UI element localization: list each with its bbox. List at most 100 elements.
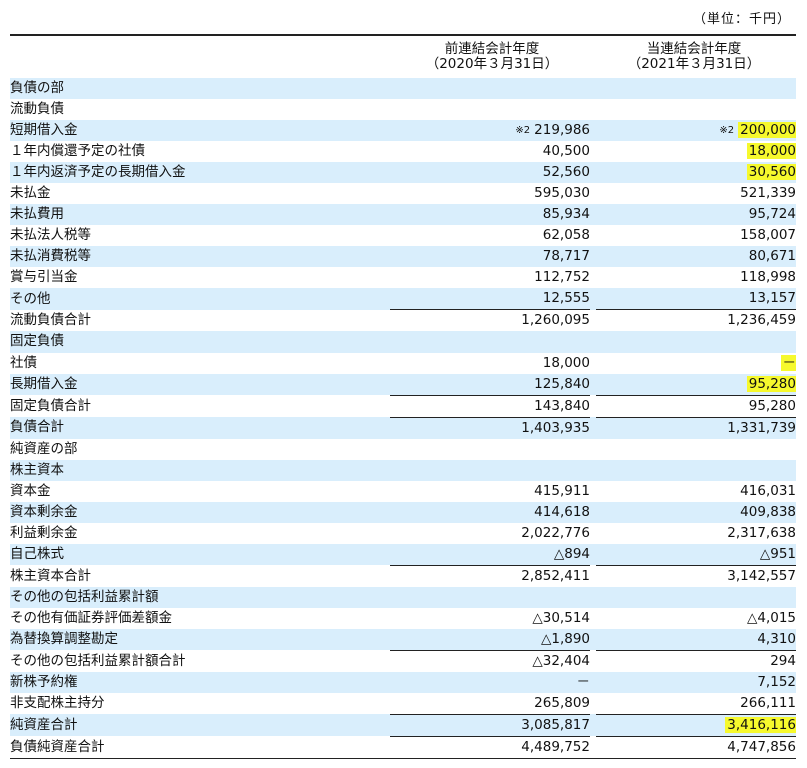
column-gap	[590, 267, 596, 289]
table-row: その他の包括利益累計額	[10, 586, 796, 608]
column-gap	[590, 288, 596, 310]
curr-year-value-text: 7,152	[757, 673, 796, 690]
column-gap	[590, 246, 596, 268]
prev-year-value-text: 414,618	[534, 503, 590, 520]
row-label: 資本金	[10, 480, 378, 502]
row-label: 純資産の部	[10, 438, 378, 460]
row-gap	[378, 714, 390, 737]
row-label: 固定負債合計	[10, 395, 378, 418]
row-gap	[378, 225, 390, 247]
column-gap	[590, 586, 596, 608]
row-label: 固定負債	[10, 331, 378, 353]
prev-year-value: 265,809	[390, 692, 590, 715]
prev-year-value-text: △30,514	[532, 609, 590, 626]
curr-year-value: 18,000	[596, 141, 796, 163]
prev-year-value	[390, 586, 590, 608]
column-gap	[590, 543, 596, 566]
column-gap	[590, 565, 596, 587]
table-row: 負債合計 1,403,935 1,331,739	[10, 416, 796, 439]
column-gap	[590, 628, 596, 651]
row-label: 未払消費税等	[10, 246, 378, 268]
prev-year-value-text: 1,260,095	[521, 312, 590, 329]
note-mark: ※2	[719, 125, 735, 137]
row-gap	[378, 395, 390, 418]
column-gap	[590, 331, 596, 353]
table-row: その他の包括利益累計額合計 △32,404 294	[10, 649, 796, 672]
column-gap	[590, 183, 596, 205]
row-label: 長期借入金	[10, 373, 378, 396]
row-label: 純資産合計	[10, 714, 378, 737]
curr-year-value: 266,111	[596, 692, 796, 715]
row-gap	[378, 120, 390, 142]
prev-year-value-text: △1,890	[540, 630, 590, 647]
column-gap	[590, 714, 596, 737]
curr-year-value-text: 95,280	[748, 397, 796, 414]
curr-year-value: 95,724	[596, 204, 796, 226]
column-header-curr-title: 当連結会計年度	[646, 41, 742, 57]
curr-year-value-text: 158,007	[740, 227, 796, 244]
curr-year-value: 2,317,638	[596, 522, 796, 544]
curr-year-value: 521,339	[596, 183, 796, 205]
table-row: 自己株式 △894 △951	[10, 543, 796, 566]
column-gap	[590, 671, 596, 693]
curr-year-value	[596, 78, 796, 100]
column-gap	[590, 309, 596, 332]
curr-year-value-text: 30,560	[746, 164, 796, 181]
prev-year-value: 125,840	[390, 373, 590, 396]
prev-year-value: 85,934	[390, 204, 590, 226]
column-gap	[590, 417, 596, 439]
row-label: 負債純資産合計	[10, 736, 378, 759]
prev-year-value-text: 595,030	[534, 185, 590, 202]
column-gap	[590, 141, 596, 163]
prev-year-value: 595,030	[390, 183, 590, 205]
curr-year-value: 3,142,557	[596, 564, 796, 587]
row-label: 非支配株主持分	[10, 692, 378, 715]
prev-year-value-text: 415,911	[534, 482, 590, 499]
prev-year-value: 415,911	[390, 480, 590, 502]
prev-year-value-text: 125,840	[534, 375, 590, 392]
curr-year-value-text: 1,331,739	[727, 419, 796, 436]
column-gap	[590, 395, 596, 418]
curr-year-value-text: 416,031	[740, 482, 796, 499]
column-header-prev-title: 前連結会計年度	[444, 41, 540, 57]
row-label: その他の包括利益累計額	[10, 586, 378, 608]
row-gap	[378, 141, 390, 163]
column-gap	[590, 438, 596, 460]
row-gap	[378, 373, 390, 396]
prev-year-value-text: 4,489,752	[521, 738, 590, 755]
curr-year-value-text: 1,236,459	[727, 312, 796, 329]
row-gap	[378, 628, 390, 651]
row-label: 未払法人税等	[10, 225, 378, 247]
row-gap	[378, 78, 390, 100]
curr-year-value-text: 2,317,638	[727, 524, 796, 541]
row-gap	[378, 246, 390, 268]
curr-year-value: 80,671	[596, 246, 796, 268]
table-row: 株主資本合計 2,852,411 3,142,557	[10, 564, 796, 587]
prev-year-value-text: 40,500	[542, 143, 590, 160]
column-gap	[590, 459, 596, 481]
table-row: 負債純資産合計 4,489,752 4,747,856	[10, 735, 796, 759]
prev-year-value: 52,560	[390, 162, 590, 184]
row-gap	[378, 183, 390, 205]
prev-year-value-text: 85,934	[542, 206, 590, 223]
row-gap	[378, 417, 390, 439]
table-row: その他 12,555 13,157	[10, 288, 796, 310]
table-row: 利益剰余金 2,022,776 2,317,638	[10, 522, 796, 544]
table-row: 純資産合計 3,085,817 3,416,116	[10, 713, 796, 737]
column-gap	[590, 225, 596, 247]
curr-year-value-text: 521,339	[740, 185, 796, 202]
table-row: 固定負債	[10, 331, 796, 353]
row-label: 流動負債合計	[10, 309, 378, 332]
prev-year-value-text: 112,752	[534, 269, 590, 286]
balance-sheet-body: 負債の部 流動負債 短期借入金 ※2 219,986 ※2 200,000 １年内償還予定の社…	[10, 78, 796, 759]
curr-year-value-text: 200,000	[738, 122, 796, 139]
curr-year-value	[596, 331, 796, 353]
curr-year-value: 158,007	[596, 225, 796, 247]
prev-year-value-text: △894	[553, 545, 590, 562]
curr-year-value: 95,280	[596, 373, 796, 396]
prev-year-value: 2,022,776	[390, 522, 590, 544]
note-mark: ※2	[515, 125, 531, 137]
row-gap	[378, 309, 390, 332]
prev-year-value-text: 78,717	[542, 248, 590, 265]
curr-year-value: 1,331,739	[596, 416, 796, 439]
